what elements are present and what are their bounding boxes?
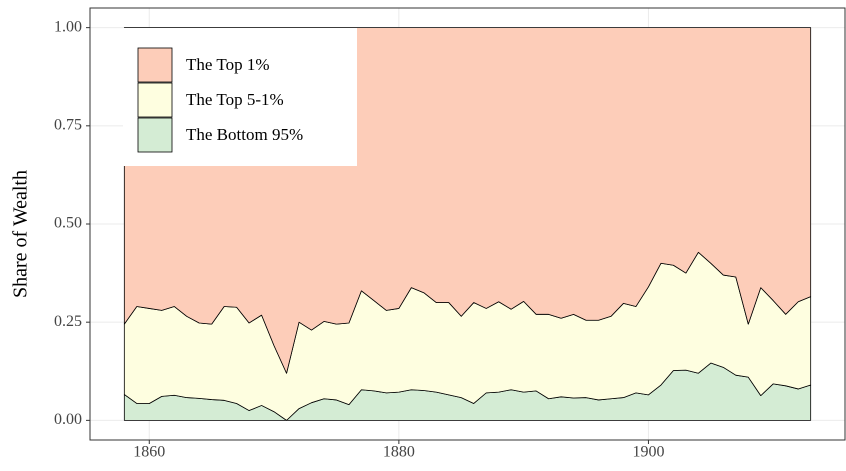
plot-border (89, 7, 846, 441)
legend-label: The Bottom 95% (186, 125, 303, 144)
legend-label: The Top 1% (186, 55, 269, 74)
y-tick-label: 0.50 (54, 215, 82, 232)
legend-label: The Top 5-1% (186, 90, 284, 109)
y-tick-label: 0.25 (54, 313, 82, 330)
legend-key (137, 47, 173, 83)
x-tick-label: 1880 (383, 444, 415, 461)
legend-key (137, 82, 173, 118)
x-tick-label: 1860 (133, 444, 165, 461)
legend-key (137, 117, 173, 153)
y-tick-label: 1.00 (54, 18, 82, 35)
legend: The Top 1% The Top 5-1% The Bottom 95% (123, 28, 357, 166)
x-tick-label: 1900 (632, 444, 664, 461)
y-tick-label: 0.00 (54, 411, 82, 428)
y-axis-label: Share of Wealth (10, 170, 32, 298)
y-tick-label: 0.75 (54, 116, 82, 133)
